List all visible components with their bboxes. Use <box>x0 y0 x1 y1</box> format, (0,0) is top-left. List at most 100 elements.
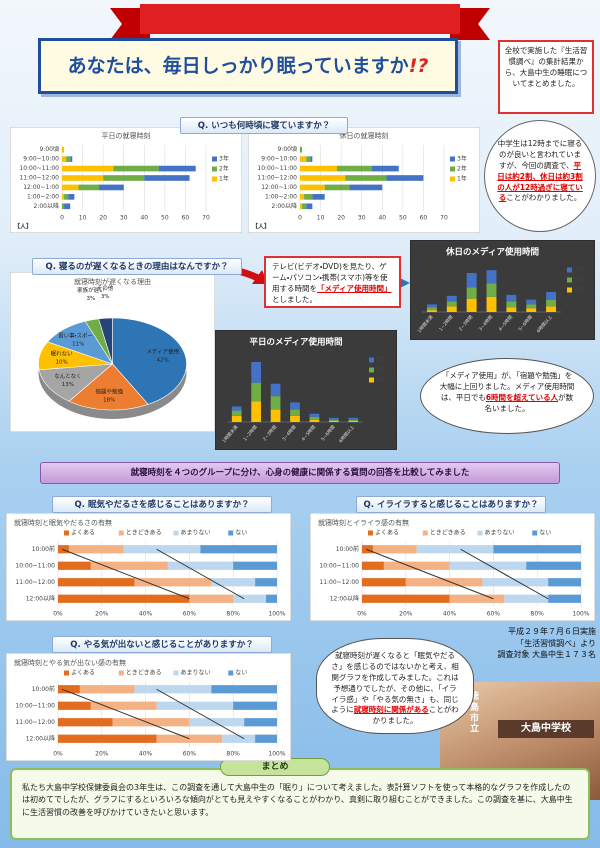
legend-label: あまりない <box>485 530 515 537</box>
y-tick-label: 10:00~11:00 <box>15 562 55 569</box>
bar <box>300 165 338 172</box>
bar <box>58 685 80 694</box>
note: テレビ(ビデオ・DVD)を見たり、ゲーム・パソコン・携帯(スマホ)等を使用する時… <box>264 256 401 308</box>
bar <box>466 273 477 288</box>
bar <box>112 718 190 727</box>
legend-label: 3年 <box>376 356 386 364</box>
trend-arrow <box>61 688 190 740</box>
bar <box>416 545 494 554</box>
legend-label: ときどきある <box>126 529 162 537</box>
question: Q. いつも何時頃に寝ていますか？ <box>180 117 348 134</box>
summary-text: 私たち大島中学校保健委員会の3年生は、この調査を通して大島中生の「眠り」について… <box>10 768 590 840</box>
unit-label: 【人】 <box>14 223 32 231</box>
bar <box>222 734 256 743</box>
legend-swatch <box>64 530 69 536</box>
bar <box>189 594 234 603</box>
legend-swatch <box>369 367 374 373</box>
legend-label: あまりない <box>181 530 211 537</box>
legend-swatch <box>422 530 428 536</box>
bar <box>362 578 406 587</box>
bar <box>200 545 277 554</box>
slice-label: なんとなく <box>54 373 81 380</box>
x-tick-label: 50 <box>399 215 407 222</box>
bar <box>309 413 320 417</box>
bar <box>309 416 320 420</box>
intro-note: 全校で実施した『生活習慣調べ』の集計結果から、大島中生の睡眠についてまとめました… <box>498 40 594 114</box>
bar <box>62 146 65 153</box>
bar <box>329 417 339 420</box>
bar <box>302 203 307 210</box>
x-tick-label: 20% <box>95 611 109 618</box>
legend-label: ときどきある <box>126 669 162 677</box>
bar <box>337 165 372 172</box>
y-tick-label: 11:00~12:00 <box>319 579 359 586</box>
y-tick-label: 12:00以降 <box>26 594 55 602</box>
x-tick-label: 0% <box>53 751 63 758</box>
y-tick-label: 12:00~1:00 <box>23 184 59 191</box>
bar <box>233 594 267 603</box>
bar <box>300 203 303 210</box>
bar <box>290 415 300 422</box>
bar <box>348 420 359 422</box>
x-tick-label: 40 <box>140 215 148 222</box>
bar <box>255 734 277 743</box>
y-tick-label: 10:00前 <box>32 685 55 693</box>
bar <box>324 184 350 191</box>
bar <box>270 383 281 397</box>
x-tick-label: 70 <box>202 215 210 222</box>
chart: 就寝時刻とやる気が出ない感の有無 0% 20% 40% 60% 80% 100% 10:00前… <box>6 653 291 761</box>
legend-swatch <box>567 277 572 283</box>
bar <box>62 184 79 191</box>
bar <box>506 307 517 312</box>
bar <box>548 578 581 587</box>
x-tick-label: 0 <box>298 215 302 222</box>
survey-line: 「生活習慣調べ」より <box>516 638 596 648</box>
bar <box>526 308 537 312</box>
chart-title: 就寝時刻とやる気が出ない感の有無 <box>14 658 126 667</box>
legend-swatch <box>369 377 374 383</box>
bar <box>546 292 557 300</box>
panel <box>215 330 397 450</box>
highlight: 「メディア使用時間」 <box>317 283 392 293</box>
legend-label: 3年 <box>219 155 229 163</box>
bar <box>99 184 124 191</box>
bar <box>231 406 242 411</box>
legend-swatch <box>228 530 234 536</box>
legend-swatch <box>368 530 373 536</box>
bar <box>526 299 537 305</box>
bar <box>62 194 65 200</box>
slice-value: 18% <box>103 398 115 404</box>
x-tick-label: 60% <box>183 611 197 618</box>
bar <box>134 685 212 694</box>
legend-label: よくある <box>71 670 95 677</box>
note-text: 「メディア使用」が、「宿題や勉強」を大幅に上回りました。メディア使用時間は、平日… <box>439 371 575 402</box>
y-tick-label: 10:00~11:00 <box>319 562 359 569</box>
legend-label: ない <box>235 670 247 677</box>
bar <box>251 362 261 383</box>
slice-label: 眠れない <box>51 350 74 357</box>
bar <box>449 594 505 603</box>
note-text: が数名いました。 <box>484 392 574 413</box>
legend-label: 2年 <box>219 165 229 173</box>
legend-label: 3年 <box>574 266 584 274</box>
legend-swatch <box>173 670 179 676</box>
note-text: 就寝時刻が遅くなると「眠気やだるさ」を感じるのではないかと考え、相関グラフを作成… <box>331 651 459 715</box>
bar <box>251 401 261 422</box>
legend-swatch <box>173 530 179 536</box>
pie-slice <box>68 363 149 411</box>
y-tick-label: 10:00~11:00 <box>19 165 59 172</box>
legend-swatch <box>450 176 455 182</box>
slice-value: 3% <box>101 294 110 300</box>
bar <box>329 420 339 422</box>
unit-label: 【人】 <box>252 223 270 231</box>
legend-label: 2年 <box>574 276 584 284</box>
bar <box>386 175 424 181</box>
question: Q. 眠気やだるさを感じることはありますか？ <box>52 496 272 513</box>
bar <box>362 561 384 570</box>
bar <box>68 194 75 200</box>
question: Q. 寝るのが遅くなるときの理由はなんですか？ <box>32 258 242 275</box>
bar <box>493 545 581 554</box>
